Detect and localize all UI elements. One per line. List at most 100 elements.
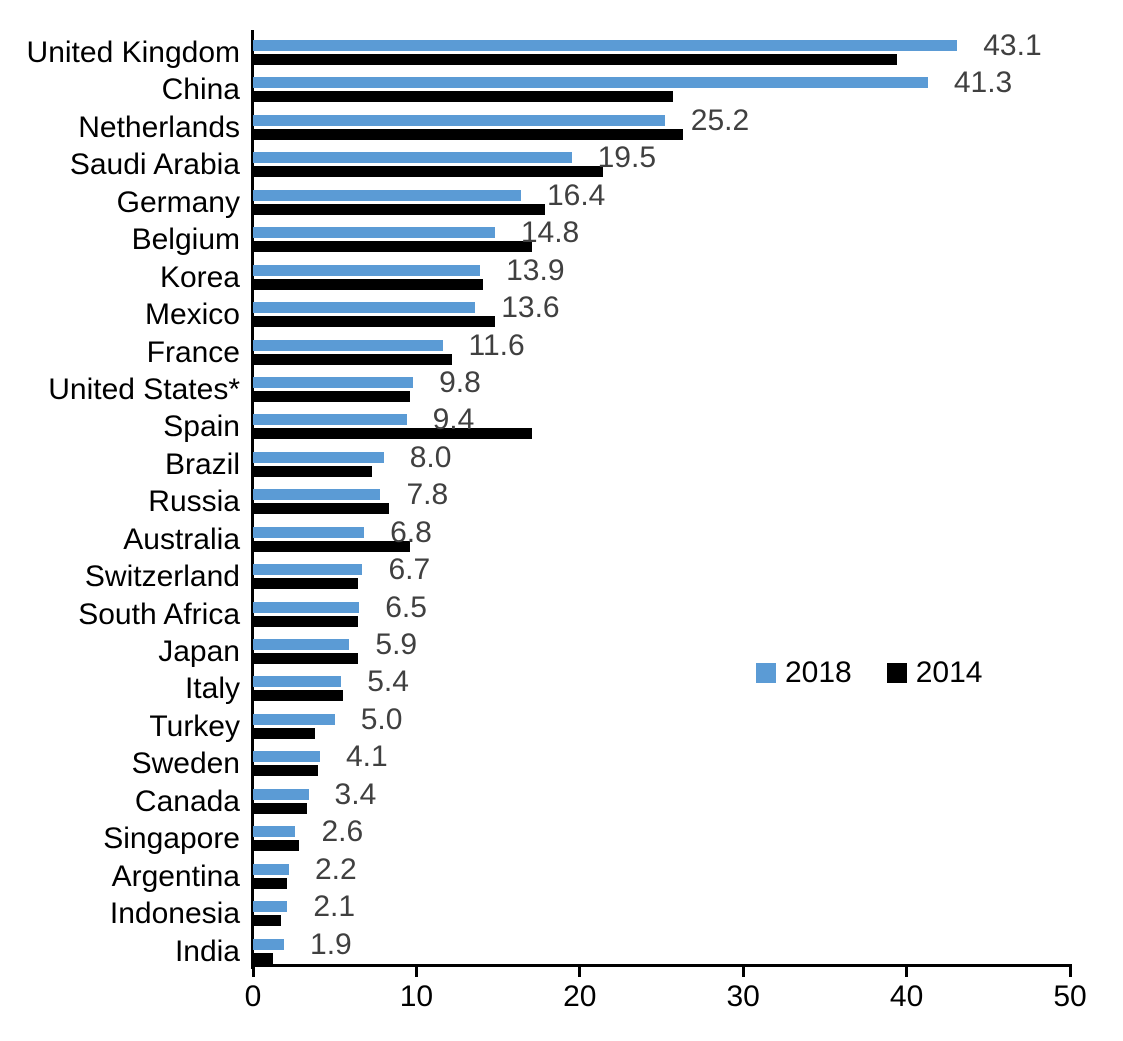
category-row-australia: Australia 6.8 <box>123 515 1070 554</box>
bar-2018-italy <box>253 676 342 688</box>
value-label-spain: 9.4 <box>432 403 475 437</box>
x-tick-label-0: 0 <box>244 980 262 1013</box>
x-tick-mark-0 <box>251 967 255 977</box>
category-label: Singapore <box>103 822 240 856</box>
bar-2014-china <box>253 91 673 103</box>
value-label-brazil: 8.0 <box>409 440 452 474</box>
category-row-switzerland: Switzerland 6.7 <box>85 554 1070 592</box>
legend-swatch-2018 <box>756 663 776 683</box>
bar-2018-australia <box>253 526 365 538</box>
category-row-indonesia: Indonesia 2.1 <box>110 891 1070 929</box>
category-label: Korea <box>159 260 240 294</box>
value-label-russia: 7.8 <box>406 478 449 512</box>
category-label: Sweden <box>131 747 240 781</box>
bar-2018-spain <box>253 414 407 426</box>
category-label: Russia <box>148 485 240 519</box>
bar-2014-brazil <box>253 465 373 477</box>
bar-2018-russia <box>253 489 381 501</box>
category-label: China <box>161 73 240 107</box>
value-label-united-kingdom: 43.1 <box>983 29 1042 62</box>
category-label: India <box>174 934 240 968</box>
legend-swatch-2014 <box>886 663 907 683</box>
bar-2018-france <box>253 339 443 351</box>
category-row-russia: Russia 7.8 <box>148 478 1070 517</box>
category-row-germany: Germany 16.4 <box>117 178 1070 217</box>
value-label-netherlands: 25.2 <box>690 103 750 137</box>
category-label: South Africa <box>78 597 240 631</box>
bar-2018-south-africa <box>253 601 360 613</box>
value-label-canada: 3.4 <box>334 777 377 811</box>
category-label: Australia <box>123 522 240 556</box>
category-label: Mexico <box>144 298 240 332</box>
value-label-argentina: 2.2 <box>314 852 357 886</box>
bar-2018-belgium <box>253 227 495 239</box>
bar-2014-russia <box>253 503 389 515</box>
bar-2018-korea <box>253 264 481 276</box>
x-tick-label-20: 20 <box>563 980 597 1013</box>
bar-2018-indonesia <box>253 901 288 913</box>
value-label-india: 1.9 <box>310 927 352 961</box>
value-label-sweden: 4.1 <box>345 740 388 774</box>
legend-entry-2014: 2014 <box>886 656 983 689</box>
category-label: Argentina <box>111 859 240 893</box>
category-label: United States* <box>48 372 240 406</box>
category-label: Italy <box>184 672 240 706</box>
category-label: Japan <box>158 635 240 668</box>
category-row-south-africa: South Africa 6.5 <box>78 592 1070 629</box>
category-label: Saudi Arabia <box>69 148 240 182</box>
category-label: Switzerland <box>84 560 240 594</box>
value-label-china: 41.3 <box>953 66 1013 100</box>
bar-2014-indonesia <box>253 915 281 927</box>
legend-label-2014: 2014 <box>915 656 983 689</box>
bar-2014-mexico <box>253 316 495 328</box>
category-label: Belgium <box>131 223 240 257</box>
category-label: Netherlands <box>78 110 240 144</box>
bar-2014-japan <box>253 653 358 664</box>
category-label: Indonesia <box>109 897 240 931</box>
bar-2018-germany <box>253 189 521 201</box>
category-row-belgium: Belgium 14.8 <box>132 216 1070 255</box>
category-row-mexico: Mexico 13.6 <box>145 292 1070 330</box>
category-row-spain: Spain 9.4 <box>163 403 1070 442</box>
bar-2014-singapore <box>253 840 299 852</box>
bar-2014-france <box>253 353 453 365</box>
bar-2018-canada <box>253 788 309 800</box>
category-row-turkey: Turkey 5.0 <box>149 704 1070 741</box>
category-row-sweden: Sweden 4.1 <box>132 740 1070 779</box>
x-axis-line <box>251 964 1072 967</box>
value-label-france: 11.6 <box>468 328 525 362</box>
bar-2018-united-states <box>253 376 414 388</box>
category-label: Canada <box>134 784 240 818</box>
bar-2014-india <box>253 952 273 964</box>
bar-2014-spain <box>253 428 533 440</box>
x-tick-mark-10 <box>414 967 418 977</box>
value-label-belgium: 14.8 <box>520 216 580 250</box>
category-label: Spain <box>163 410 240 444</box>
category-row-japan: Japan 5.9 <box>158 628 1070 667</box>
bar-2014-sweden <box>253 765 319 777</box>
bar-2018-switzerland <box>253 564 363 576</box>
category-row-italy: Italy 5.4 <box>185 666 1070 704</box>
legend-entry-2018: 2018 <box>756 658 852 688</box>
bar-2014-turkey <box>253 727 316 739</box>
bar-2014-belgium <box>253 241 533 253</box>
value-label-singapore: 2.6 <box>321 815 364 849</box>
legend: 2018 2014 <box>756 658 983 688</box>
x-tick-label-10: 10 <box>399 980 434 1013</box>
category-row-netherlands: Netherlands 25.2 <box>78 103 1070 142</box>
category-row-france: France 11.6 <box>147 328 1070 367</box>
x-tick-mark-50 <box>1068 967 1072 977</box>
x-tick-label-50: 50 <box>1053 980 1087 1013</box>
bar-2018-united-kingdom <box>253 40 958 51</box>
category-label: France <box>146 335 240 369</box>
category-row-canada: Canada 3.4 <box>135 777 1070 816</box>
category-row-saudi-arabia: Saudi Arabia 19.5 <box>70 142 1070 180</box>
value-label-australia: 6.8 <box>390 515 432 549</box>
x-tick-mark-20 <box>578 967 582 977</box>
value-label-japan: 5.9 <box>375 628 418 661</box>
category-row-china: China 41.3 <box>162 66 1070 105</box>
bar-2018-netherlands <box>253 114 665 126</box>
value-label-germany: 16.4 <box>546 178 606 212</box>
category-row-singapore: Singapore 2.6 <box>103 815 1070 854</box>
